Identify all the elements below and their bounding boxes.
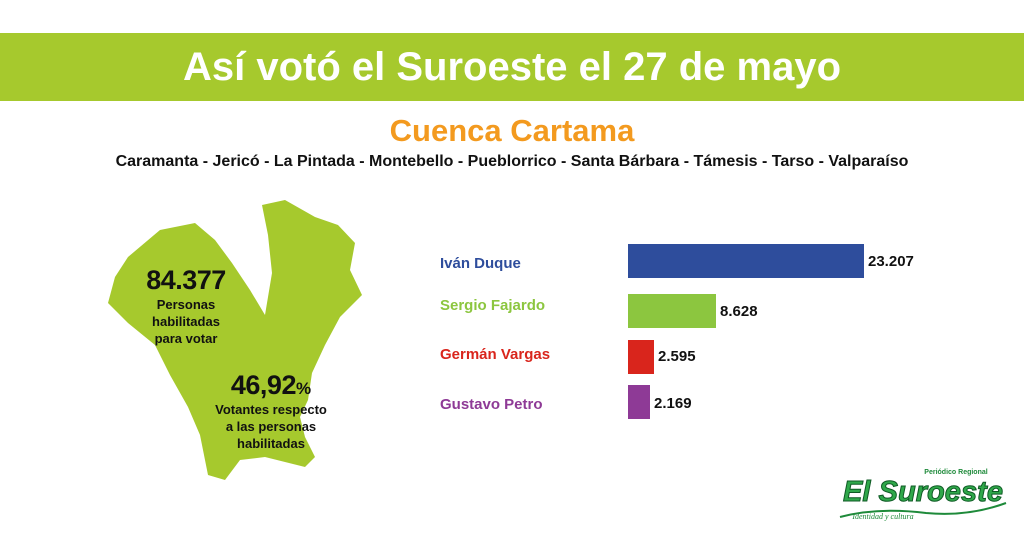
candidate-label: Iván Duque xyxy=(440,255,521,272)
region-subtitle: Cuenca Cartama xyxy=(389,113,635,148)
turnout-label-2: a las personas xyxy=(225,419,317,434)
turnout-label-3: habilitadas xyxy=(237,436,305,451)
title-banner: Así votó el Suroeste el 27 de mayo xyxy=(0,33,1024,101)
logo-kicker: Periódico Regional xyxy=(924,469,987,476)
vote-bar xyxy=(628,294,716,328)
vote-value-label: 2.169 xyxy=(654,395,692,412)
eligible-voters-label-3: para votar xyxy=(154,331,218,346)
el-suroeste-logo: Periódico Regional El Suroeste Identidad… xyxy=(839,469,1007,521)
logo-tagline: Identidad y cultura xyxy=(851,512,913,521)
turnout-label-1: Votantes respecto xyxy=(215,402,327,417)
eligible-voters-value: 84.377 xyxy=(146,265,226,295)
region-map-shape xyxy=(108,200,362,480)
candidate-label: Sergio Fajardo xyxy=(440,297,546,314)
vote-value-label: 2.595 xyxy=(658,348,696,365)
turnout-stat: 46,92% Votantes respecto a las personas … xyxy=(196,370,346,452)
logo-name: El Suroeste xyxy=(843,476,1003,508)
page-title: Así votó el Suroeste el 27 de mayo xyxy=(182,45,842,89)
logo-swoosh xyxy=(839,502,1007,518)
region-map-icon xyxy=(108,200,362,480)
vote-bar xyxy=(628,244,864,278)
municipalities-list: Caramanta - Jericó - La Pintada - Monteb… xyxy=(115,153,909,170)
eligible-voters-label-2: habilitadas xyxy=(152,314,220,329)
eligible-voters-stat: 84.377 Personas habilitadas para votar xyxy=(116,265,256,347)
vote-value-label: 8.628 xyxy=(720,303,758,320)
turnout-value: 46,92 xyxy=(230,370,297,400)
eligible-voters-label-1: Personas xyxy=(156,297,216,312)
vote-value-label: 23.207 xyxy=(868,253,914,270)
vote-bar xyxy=(628,340,654,374)
candidate-label: Gustavo Petro xyxy=(440,396,543,413)
vote-bar xyxy=(628,385,650,419)
turnout-unit: % xyxy=(295,379,312,398)
candidate-label: Germán Vargas xyxy=(440,346,551,363)
